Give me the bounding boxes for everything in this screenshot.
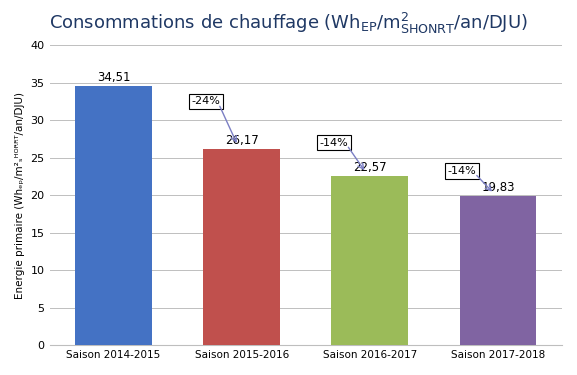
Bar — [459, 196, 537, 345]
Text: 22,57: 22,57 — [353, 160, 387, 174]
Text: 34,51: 34,51 — [97, 71, 130, 84]
Text: -24%: -24% — [192, 96, 220, 106]
Text: Consommations de chauffage (Wh$_{\mathregular{EP}}$/m$^{\mathregular{2}}_{\mathr: Consommations de chauffage (Wh$_{\mathre… — [49, 11, 528, 36]
Bar — [203, 149, 280, 345]
Text: 26,17: 26,17 — [225, 134, 258, 147]
Text: 19,83: 19,83 — [481, 181, 515, 194]
Bar — [75, 86, 152, 345]
Text: -14%: -14% — [320, 138, 349, 148]
Text: -14%: -14% — [448, 166, 477, 176]
Y-axis label: Energie primaire (Whₑₚ/m²ₛᴴᴼᴿᴿᵀ/an/DJU): Energie primaire (Whₑₚ/m²ₛᴴᴼᴿᴿᵀ/an/DJU) — [15, 92, 25, 299]
Bar — [331, 176, 409, 345]
